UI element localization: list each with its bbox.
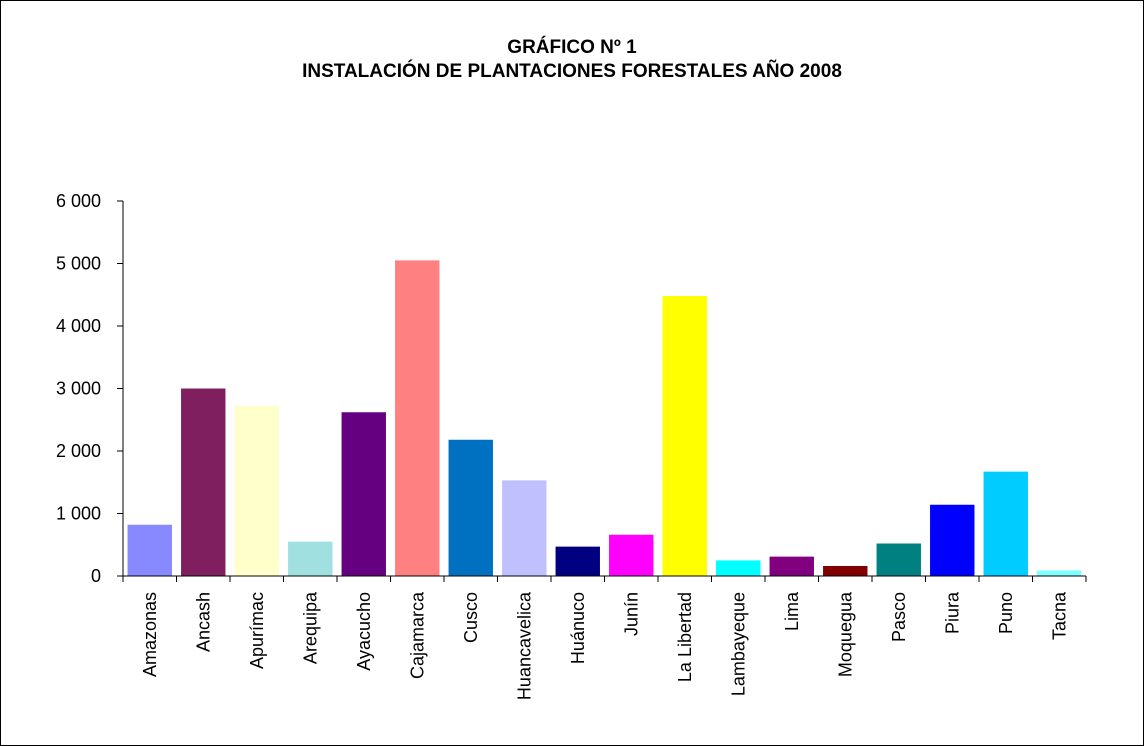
x-category-label: Amazonas <box>140 592 160 677</box>
bar-puno <box>983 471 1028 577</box>
x-category-label: Lambayeque <box>728 592 748 696</box>
y-tick-label: 1 000 <box>56 504 101 524</box>
x-category-label: Apurímac <box>247 592 267 669</box>
y-tick-label: 6 000 <box>56 191 101 211</box>
x-category-label: Ayacucho <box>354 592 374 671</box>
chart-title: GRÁFICO Nº 1 INSTALACIÓN DE PLANTACIONES… <box>0 36 1144 84</box>
chart-title-line-1: GRÁFICO Nº 1 <box>507 37 637 58</box>
bar-moquegua <box>823 566 868 576</box>
bar-ayacucho <box>341 412 386 576</box>
bar-apur-mac <box>234 406 279 576</box>
x-category-label: Huancavelica <box>514 591 534 700</box>
chart-title-line-2: INSTALACIÓN DE PLANTACIONES FORESTALES A… <box>302 61 842 82</box>
bar-pasco <box>876 543 921 576</box>
x-category-label: Pasco <box>889 592 909 642</box>
x-category-label: Junín <box>621 592 641 636</box>
bar-cajamarca <box>395 260 440 577</box>
bar-la-libertad <box>662 296 707 576</box>
x-category-label: Huánuco <box>568 592 588 664</box>
x-category-label: Arequipa <box>300 591 320 664</box>
x-category-label: Tacna <box>1049 591 1069 640</box>
x-category-label: Moquegua <box>835 591 855 677</box>
bar-jun-n <box>609 534 654 576</box>
bar-lambayeque <box>716 560 761 577</box>
x-category-label: Lima <box>782 591 802 631</box>
y-tick-label: 0 <box>91 566 101 586</box>
y-tick-label: 4 000 <box>56 316 101 336</box>
y-tick-label: 5 000 <box>56 254 101 274</box>
bar-ancash <box>181 388 226 576</box>
bar-amazonas <box>127 524 172 576</box>
bar-piura <box>930 504 975 576</box>
bar-arequipa <box>288 541 333 577</box>
x-category-label: Piura <box>942 591 962 634</box>
x-category-label: Ancash <box>193 592 213 652</box>
bar-hu-nuco <box>555 546 600 577</box>
bar-cusco <box>448 439 493 576</box>
x-category-label: La Libertad <box>675 592 695 682</box>
y-tick-label: 2 000 <box>56 441 101 461</box>
x-category-label: Cusco <box>461 592 481 643</box>
y-tick-label: 3 000 <box>56 379 101 399</box>
bar-lima <box>769 556 814 577</box>
x-category-label: Puno <box>996 592 1016 634</box>
x-category-label: Cajamarca <box>407 591 427 679</box>
bar-tacna <box>1037 570 1082 577</box>
bar-huancavelica <box>502 480 547 577</box>
